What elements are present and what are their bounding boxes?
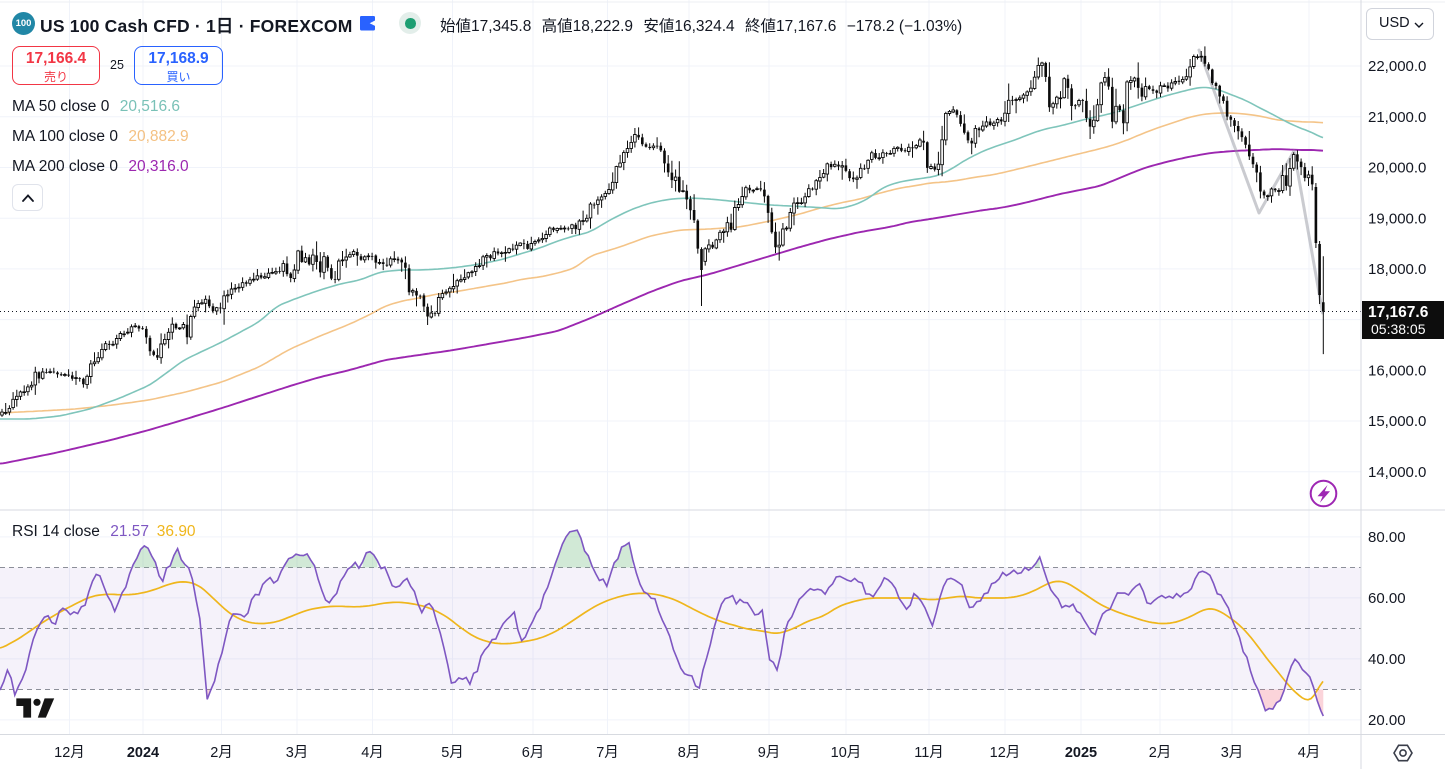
- svg-text:3月: 3月: [286, 745, 309, 761]
- svg-text:20,000.0: 20,000.0: [1368, 160, 1426, 177]
- svg-text:9月: 9月: [758, 745, 781, 761]
- svg-text:21,000.0: 21,000.0: [1368, 109, 1426, 126]
- svg-text:16,000.0: 16,000.0: [1368, 363, 1426, 380]
- svg-text:19,000.0: 19,000.0: [1368, 210, 1426, 227]
- svg-text:18,000.0: 18,000.0: [1368, 261, 1426, 278]
- svg-text:17,167.6: 17,167.6: [1368, 304, 1429, 321]
- svg-text:22,000.0: 22,000.0: [1368, 58, 1426, 75]
- svg-text:2025: 2025: [1065, 745, 1097, 761]
- svg-text:12月: 12月: [54, 745, 85, 761]
- svg-text:14,000.0: 14,000.0: [1368, 464, 1426, 481]
- svg-text:2024: 2024: [127, 745, 159, 761]
- svg-text:12月: 12月: [990, 745, 1021, 761]
- svg-text:4月: 4月: [1298, 745, 1321, 761]
- svg-text:40.00: 40.00: [1368, 651, 1406, 668]
- svg-text:5月: 5月: [441, 745, 464, 761]
- svg-text:3月: 3月: [1221, 745, 1244, 761]
- svg-text:05:38:05: 05:38:05: [1371, 321, 1426, 337]
- svg-text:20.00: 20.00: [1368, 712, 1406, 729]
- svg-text:6月: 6月: [522, 745, 545, 761]
- svg-text:2月: 2月: [210, 745, 233, 761]
- svg-text:11月: 11月: [914, 745, 944, 761]
- svg-text:2月: 2月: [1149, 745, 1172, 761]
- svg-text:7月: 7月: [596, 745, 619, 761]
- svg-text:8月: 8月: [678, 745, 701, 761]
- svg-text:10月: 10月: [831, 745, 862, 761]
- svg-text:60.00: 60.00: [1368, 590, 1406, 607]
- svg-text:15,000.0: 15,000.0: [1368, 413, 1426, 430]
- svg-text:4月: 4月: [361, 745, 384, 761]
- svg-text:80.00: 80.00: [1368, 529, 1406, 546]
